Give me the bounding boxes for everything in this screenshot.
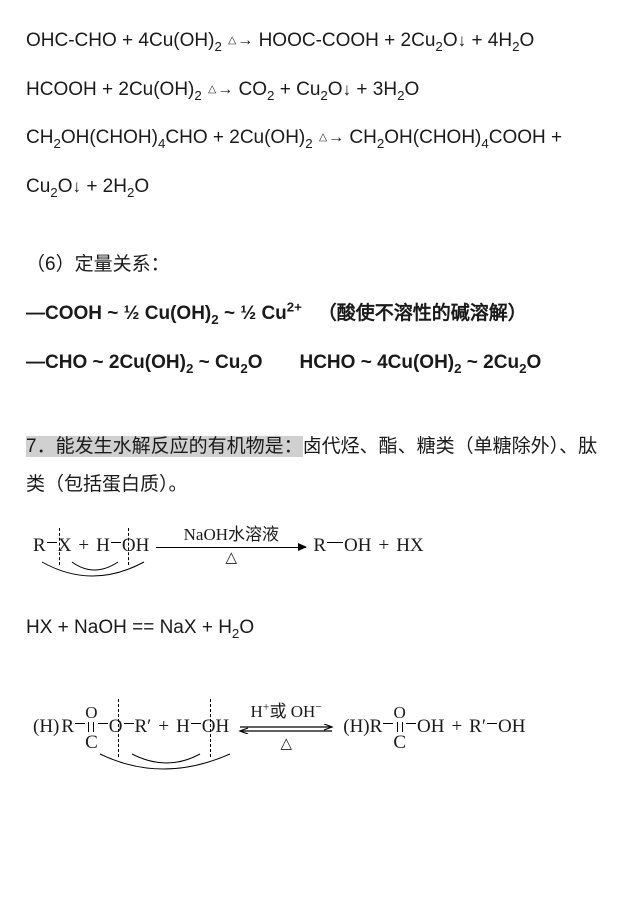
section-6-heading: （6）定量关系： (26, 252, 614, 279)
mech1-products: R OH + HX (312, 533, 424, 560)
mech1-arrow: NaOH水溶液 △ (156, 526, 306, 566)
carbonyl-group: O C (85, 704, 98, 752)
equation-3: CH2OH(CHOH)4CHO + 2Cu(OH)2 △→ CH2OH(CHOH… (26, 125, 614, 152)
mechanism-2: (H)R O C O R′ + H OH H+或 OH− (32, 703, 614, 752)
mech2-reactants: (H)R O C O R′ + H OH (32, 704, 230, 752)
arrow-icon: → (237, 29, 253, 52)
arrow-icon: → (328, 126, 344, 149)
mech2-products: (H)R O C OH + R′ OH (342, 704, 526, 752)
heat-triangle: △ (228, 34, 236, 49)
mech2-arrow: H+或 OH− △ (236, 703, 336, 752)
section-7-number: 7． (26, 436, 56, 457)
section-7-title: 能发生水解反应的有机物是： (56, 436, 303, 457)
eq1-left: OHC-CHO + 4Cu(OH) (26, 30, 214, 51)
equation-3-cont: Cu2O↓ + 2H2O (26, 174, 614, 201)
ionic-equation: HX + NaOH == NaX + H2O (26, 615, 614, 642)
heat-triangle: △ (319, 131, 327, 146)
arrow-icon: → (217, 78, 233, 101)
mechanism-1: R X + H OH NaOH水溶液 △ R OH + HX (32, 526, 614, 566)
mech2-curves (32, 752, 247, 778)
equation-2: HCOOH + 2Cu(OH)2 △→ CO2 + Cu2O↓ + 3H2O (26, 77, 614, 104)
section-7: 7．能发生水解反应的有机物是：卤代烃、酯、糖类（单糖除外）、肽类（包括蛋白质）。 (26, 428, 614, 504)
section-6-line2: —CHO ~ 2Cu(OH)2 ~ Cu2O HCHO ~ 4Cu(OH)2 ~… (26, 350, 614, 377)
heat-triangle: △ (208, 83, 216, 98)
equation-1: OHC-CHO + 4Cu(OH)2 △→ HOOC-COOH + 2Cu2O↓… (26, 28, 614, 55)
carbonyl-group: O C (393, 704, 406, 752)
mech1-reactants: R X + H OH (32, 533, 150, 560)
section-6-line1: —COOH ~ ½ Cu(OH)2 ~ ½ Cu2+ （酸使不溶性的碱溶解） (26, 301, 614, 328)
